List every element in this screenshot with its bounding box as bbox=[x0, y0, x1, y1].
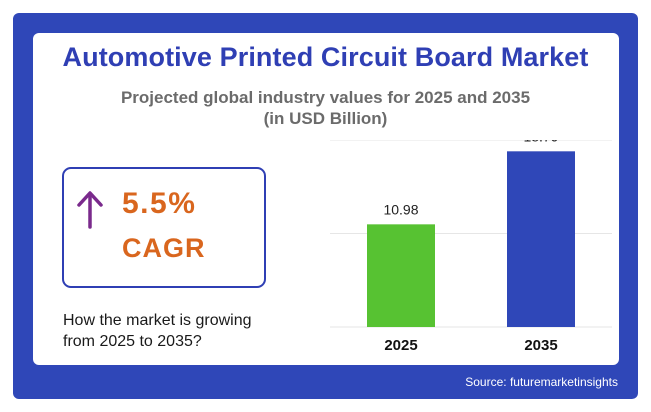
bar-2025 bbox=[367, 224, 435, 327]
arrow-up-icon bbox=[77, 191, 103, 229]
growth-description-line1: How the market is growing bbox=[63, 312, 252, 329]
growth-description: How the market is growing from 2025 to 2… bbox=[63, 310, 303, 352]
chart-title: Automotive Printed Circuit Board Market bbox=[62, 42, 589, 72]
cagr-value: 5.5% bbox=[122, 187, 197, 220]
source-text: Source: futuremarketinsights bbox=[465, 375, 618, 389]
data-label-2025: 10.98 bbox=[383, 201, 418, 217]
bar-chart: 10.98 2025 18.79 2035 bbox=[330, 140, 612, 354]
chart-subtitle-line2: (in USD Billion) bbox=[263, 109, 388, 128]
cagr-box: 5.5% CAGR bbox=[62, 167, 266, 288]
chart-subtitle-line1: Projected global industry values for 202… bbox=[120, 88, 531, 107]
bar-2035 bbox=[507, 151, 575, 327]
cagr-label: CAGR bbox=[122, 233, 206, 263]
tick-label-2025: 2025 bbox=[384, 337, 417, 354]
growth-description-line2: from 2025 to 2035? bbox=[63, 333, 202, 350]
data-label-2035: 18.79 bbox=[523, 140, 558, 144]
tick-label-2035: 2035 bbox=[524, 337, 557, 354]
